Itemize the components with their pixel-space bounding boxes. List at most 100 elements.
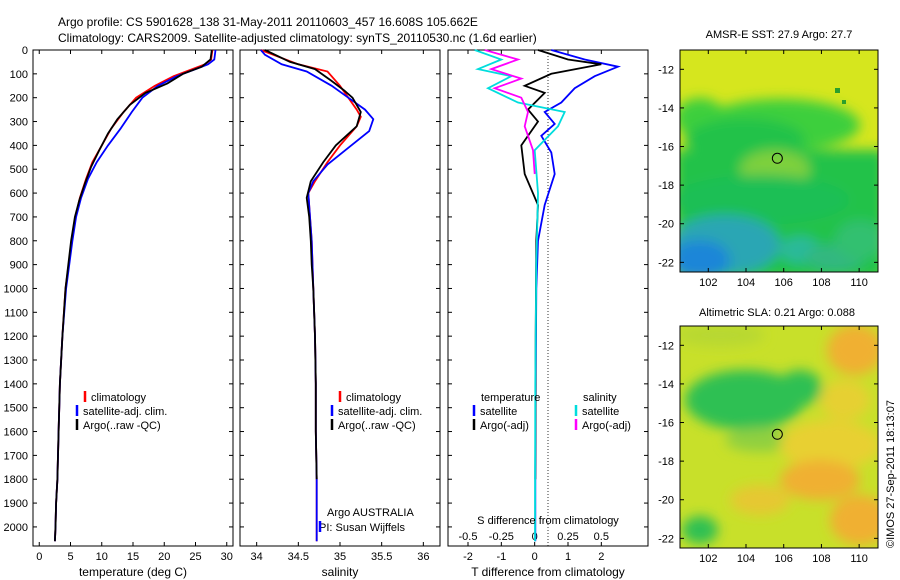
- x-tick-label: -2: [463, 551, 473, 563]
- legend-s-argo-label: Argo(-adj): [582, 420, 631, 432]
- x-tick-label: 1: [565, 551, 571, 563]
- sst-field: [680, 50, 878, 272]
- difference-legend: temperature satellite Argo(-adj) salinit…: [472, 392, 631, 432]
- depth-tick-label: 600: [10, 188, 28, 200]
- x-tick-label: 34.5: [288, 551, 309, 563]
- top-tick-label: -0.5: [459, 531, 478, 543]
- map-x-tick-label: 102: [699, 277, 717, 289]
- map-x-tick-label: 104: [737, 277, 755, 289]
- x-tick-label: -1: [496, 551, 506, 563]
- sal-legend-argo-label: Argo(..raw -QC): [338, 420, 416, 432]
- sst-map-frame: [679, 49, 879, 273]
- map-x-tick-label: 108: [812, 553, 830, 565]
- depth-tick-label: 1300: [4, 355, 28, 367]
- sal-legend-climatology-label: climatology: [346, 392, 402, 404]
- sla-argo-position-marker: [771, 428, 783, 440]
- map-x-tick-label: 102: [699, 553, 717, 565]
- x-tick-label: 25: [189, 551, 201, 563]
- difference-frame: [447, 49, 649, 547]
- depth-tick-label: 1600: [4, 427, 28, 439]
- x-tick-label: 15: [127, 551, 139, 563]
- map-x-tick-label: 106: [775, 553, 793, 565]
- sst-map-title: AMSR-E SST: 27.9 Argo: 27.7: [706, 29, 853, 41]
- map-y-tick-label: -22: [658, 533, 674, 545]
- map-y-tick-label: -16: [658, 418, 674, 430]
- sla-map-ticks: 102 104 106 108 110 -12 -14 -16 -18 -20 -22: [658, 326, 878, 565]
- salinity-series: [260, 49, 375, 542]
- map-x-tick-label: 106: [775, 277, 793, 289]
- header-line-1: Argo profile: CS 5901628_138 31-May-2011…: [58, 15, 478, 29]
- x-tick-label: 36: [417, 551, 429, 563]
- legend-t-argo-label: Argo(-adj): [480, 420, 529, 432]
- credit-line-1: Argo AUSTRALIA: [327, 507, 414, 519]
- x-tick-label: 20: [158, 551, 170, 563]
- map-x-tick-label: 104: [737, 553, 755, 565]
- sla-map-title: Altimetric SLA: 0.21 Argo: 0.088: [699, 307, 855, 319]
- x-tick-label: 30: [221, 551, 233, 563]
- map-y-tick-label: -20: [658, 495, 674, 507]
- series-line-satellite-adj-clim-: [54, 49, 217, 542]
- x-tick-label: 35.5: [371, 551, 392, 563]
- legend-s-sat-label: satellite: [582, 406, 619, 418]
- header-line-2: Climatology: CARS2009. Satellite-adjuste…: [58, 31, 537, 45]
- series-line-salinity-satellite: [474, 49, 567, 542]
- map-x-tick-label: 110: [850, 553, 868, 565]
- depth-tick-label: 200: [10, 93, 28, 105]
- salinity-xlabel: salinity: [322, 565, 359, 579]
- legend-climatology-label: climatology: [91, 392, 147, 404]
- difference-series: [474, 49, 622, 542]
- depth-tick-label: 1400: [4, 379, 28, 391]
- difference-xlabel: T difference from climatology: [471, 565, 625, 579]
- sla-map-frame: [679, 325, 879, 549]
- depth-tick-label: 700: [10, 212, 28, 224]
- x-tick-label: 10: [96, 551, 108, 563]
- map-y-tick-label: -20: [658, 219, 674, 231]
- sla-map-panel: Altimetric SLA: 0.21 Argo: 0.088 102 104 1…: [658, 307, 879, 565]
- x-tick-label: 34: [251, 551, 263, 563]
- depth-tick-label: 1800: [4, 474, 28, 486]
- map-y-tick-label: -12: [658, 64, 674, 76]
- x-tick-label: 0: [36, 551, 42, 563]
- map-y-tick-label: -12: [658, 340, 674, 352]
- depth-tick-label: 1100: [4, 307, 28, 319]
- series-line-argo-raw-qc-: [264, 49, 362, 480]
- top-tick-label: 0.25: [557, 531, 578, 543]
- temperature-legend: climatology satellite-adj. clim. Argo(..…: [75, 391, 167, 432]
- series-line-climatology: [54, 49, 214, 542]
- depth-tick-label: 1000: [4, 283, 28, 295]
- depth-tick-label: 1200: [4, 331, 28, 343]
- depth-tick-label: 800: [10, 236, 28, 248]
- x-tick-label: 2: [598, 551, 604, 563]
- series-line-climatology: [260, 49, 362, 542]
- temperature-panel: 0 5 10 15 20 25 30 temperature (deg C) climato…: [32, 49, 234, 579]
- x-tick-label: 5: [67, 551, 73, 563]
- legend-argo-label: Argo(..raw -QC): [83, 420, 161, 432]
- difference-top-ticks: -0.5 -0.25 0 0.25 0.5: [459, 531, 609, 543]
- temperature-frame: [32, 49, 234, 547]
- temperature-series: [54, 49, 217, 542]
- legend-temperature-heading: temperature: [481, 392, 540, 404]
- map-y-tick-label: -18: [658, 456, 674, 468]
- salinity-x-ticks: 34 34.5 35 35.5 36: [251, 50, 429, 563]
- legend-satellite-label: satellite-adj. clim.: [83, 406, 167, 418]
- map-y-tick-label: -22: [658, 257, 674, 269]
- depth-axis: 0 100 200 300 400 500 600 700 800 900 1000 1100 1200…: [4, 45, 648, 534]
- temperature-xlabel: temperature (deg C): [79, 565, 187, 579]
- depth-tick-label: 300: [10, 117, 28, 129]
- map-y-tick-label: -18: [658, 180, 674, 192]
- map-x-tick-label: 108: [812, 277, 830, 289]
- map-y-tick-label: -14: [658, 379, 674, 391]
- depth-tick-label: 0: [22, 45, 28, 57]
- depth-tick-label: 2000: [4, 522, 28, 534]
- depth-tick-label: 1700: [4, 450, 28, 462]
- depth-tick-label: 400: [10, 140, 28, 152]
- depth-tick-label: 900: [10, 260, 28, 272]
- series-line-salinity-argo-adj-: [484, 49, 536, 175]
- difference-panel: -2 -1 0 1 2 -0.5 -0.25 0 0.25 0.5 S difference f…: [447, 49, 649, 579]
- depth-tick-label: 1900: [4, 498, 28, 510]
- sst-map-panel: AMSR-E SST: 27.9 Argo: 27.7 102 104 106 108…: [658, 29, 879, 289]
- sal-legend-satellite-label: satellite-adj. clim.: [338, 406, 422, 418]
- salinity-panel: 34 34.5 35 35.5 36 salinity climatology sate…: [239, 49, 441, 579]
- x-tick-label: 35: [334, 551, 346, 563]
- difference-x-ticks: -2 -1 0 1 2: [463, 50, 604, 563]
